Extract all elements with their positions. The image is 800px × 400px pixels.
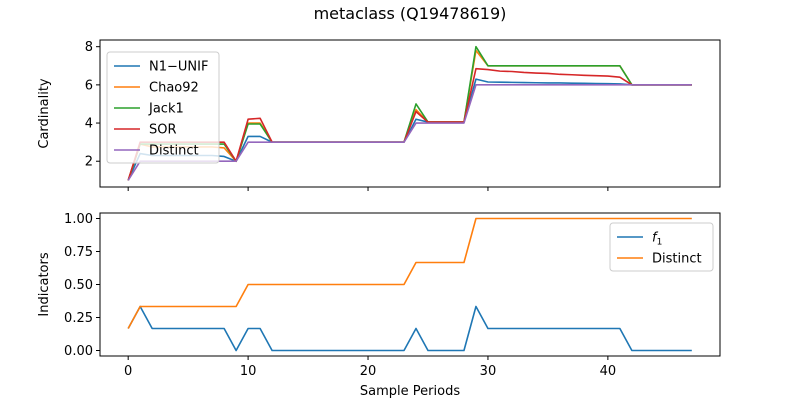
legend-label: SOR — [149, 123, 177, 138]
y-tick-label: 0.75 — [64, 245, 93, 260]
legend-box — [106, 51, 220, 164]
y-tick-label: 1.00 — [64, 212, 93, 227]
plot-frame — [99, 39, 721, 188]
y-tick-label: 0.50 — [64, 278, 93, 293]
chart-title: metaclass (Q19478619) — [314, 4, 507, 23]
series-line-2 — [127, 45, 692, 181]
x-axis-label: Sample Periods — [360, 384, 460, 399]
x-tick-label: 30 — [480, 364, 497, 379]
legend-label: f1 — [652, 231, 662, 248]
legend-label: Distinct — [652, 252, 702, 267]
x-tick-label: 40 — [600, 364, 617, 379]
series-line-0 — [127, 305, 692, 352]
legend-label-subscript: 1 — [657, 238, 663, 248]
x-tick-label: 10 — [240, 364, 257, 379]
series-line-3 — [127, 67, 692, 181]
legend-label: Distinct — [149, 144, 199, 159]
indicators-panel: 0.00 0.25 0.50 0.75 1.00 0 10 20 30 40 Indicators S… — [37, 212, 721, 399]
legend-label: Chao92 — [149, 81, 199, 96]
series-line-0 — [127, 78, 692, 181]
y-tick-label: 0.25 — [64, 311, 93, 326]
x-tick-label: 0 — [124, 364, 132, 379]
y-tick-label: 6 — [85, 78, 93, 93]
x-tick-label: 20 — [360, 364, 377, 379]
cardinality-panel: 2 4 6 8 Cardinality N1−UNIF Chao92 Jack1 SOR Dist… — [37, 39, 721, 191]
series-line-1 — [127, 217, 692, 329]
legend-label-main: f — [652, 231, 659, 246]
y-axis-label: Indicators — [37, 252, 52, 316]
y-axis-label: Cardinality — [37, 78, 52, 149]
y-tick-label: 0.00 — [64, 344, 93, 359]
series-line-4 — [127, 84, 692, 181]
legend-box — [609, 222, 714, 272]
y-tick-label: 4 — [85, 117, 93, 132]
legend-label: Jack1 — [148, 102, 184, 117]
y-tick-label: 2 — [85, 155, 93, 170]
legend-label: N1−UNIF — [149, 60, 208, 75]
y-tick-label: 8 — [85, 40, 93, 55]
